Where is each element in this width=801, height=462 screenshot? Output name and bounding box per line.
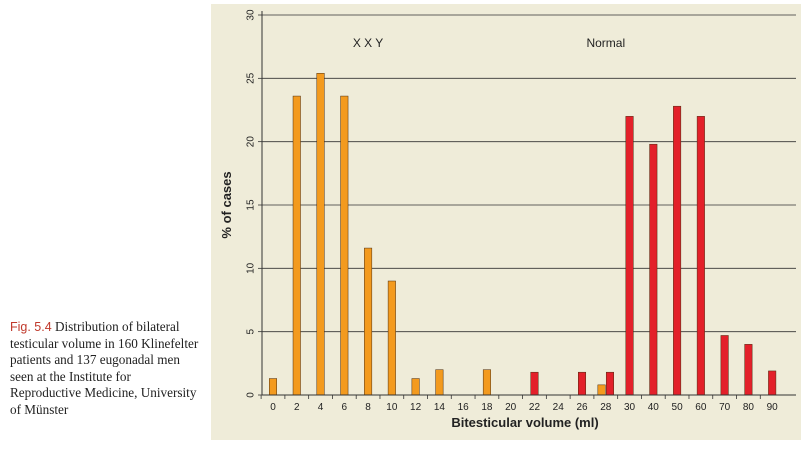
- caption-text: Distribution of bilateral testicular vol…: [10, 319, 199, 417]
- group-label-normal: Normal: [586, 36, 625, 50]
- x-tick-label: 26: [576, 402, 588, 413]
- y-tick-label: 0: [246, 392, 257, 398]
- y-tick-label: 25: [246, 72, 257, 84]
- grid-layer: [262, 14, 796, 333]
- x-tick-label: 70: [719, 402, 731, 413]
- y-tick-label: 30: [246, 9, 257, 21]
- bar-xxy-8: [364, 247, 373, 396]
- group-label-xxy: X X Y: [353, 36, 383, 50]
- x-tick-label: 10: [386, 402, 398, 413]
- y-tick-label: 5: [246, 328, 257, 334]
- x-tick-label: 8: [365, 402, 371, 413]
- x-tick-label: 20: [505, 402, 517, 413]
- y-tick-label: 15: [246, 199, 257, 211]
- x-axis-title: Bitesticular volume (ml): [451, 415, 598, 430]
- chart-panel: 0 5 10 15 20 25 30 0 2 4 6 8 10 12 14 16 18 20 22 24 26 28 30 4…: [211, 4, 801, 440]
- y-tick-label: 10: [246, 262, 257, 274]
- x-tick-label: 24: [553, 402, 565, 413]
- figure-caption: Fig. 5.4 Distribution of bilateral testi…: [10, 319, 202, 419]
- x-tick-label: 30: [624, 402, 636, 413]
- x-tick-label: 40: [648, 402, 660, 413]
- bar-xxy-12: [411, 378, 420, 396]
- bar-xxy-28: [597, 384, 606, 396]
- x-tick-label: 90: [767, 402, 779, 413]
- x-tick-label: 16: [458, 402, 470, 413]
- y-axis-title: % of cases: [219, 171, 234, 238]
- x-tick-label: 6: [342, 402, 348, 413]
- x-tick-label: 12: [410, 402, 422, 413]
- x-tick-label: 60: [695, 402, 707, 413]
- bar-xxy-18: [482, 369, 491, 396]
- x-tick-label: 50: [672, 402, 684, 413]
- x-tick-label: 4: [318, 402, 324, 413]
- x-tick-label: 80: [743, 402, 755, 413]
- bar-xxy-2: [292, 95, 301, 396]
- bar-normal-50: [673, 105, 682, 396]
- bar-normal-40: [649, 143, 658, 396]
- bar-normal-26: [578, 371, 587, 396]
- x-tick-label: 22: [529, 402, 541, 413]
- bar-xxy-14: [435, 369, 444, 396]
- x-tick-label: 14: [434, 402, 446, 413]
- bar-normal-60: [696, 116, 705, 396]
- bar-normal-70: [720, 335, 729, 396]
- bar-normal-28: [605, 371, 614, 396]
- bar-layer: [269, 73, 777, 396]
- x-tick-label: 0: [270, 402, 276, 413]
- x-tick-label: 28: [600, 402, 612, 413]
- caption-fig-label: Fig. 5.4: [10, 320, 52, 334]
- bar-xxy-0: [269, 378, 277, 396]
- bar-normal-90: [768, 370, 777, 396]
- bar-xxy-4: [316, 73, 325, 396]
- x-tick-label: 18: [481, 402, 493, 413]
- x-tick-label: 2: [294, 402, 300, 413]
- bar-xxy-6: [340, 95, 349, 396]
- label-layer: X X Y Normal Bitesticular volume (ml) % of …: [219, 36, 625, 430]
- bar-xxy-10: [387, 280, 396, 396]
- bar-normal-80: [744, 344, 753, 396]
- bar-normal-22: [530, 371, 539, 396]
- y-tick-label: 20: [246, 136, 257, 148]
- bar-normal-30: [625, 116, 634, 396]
